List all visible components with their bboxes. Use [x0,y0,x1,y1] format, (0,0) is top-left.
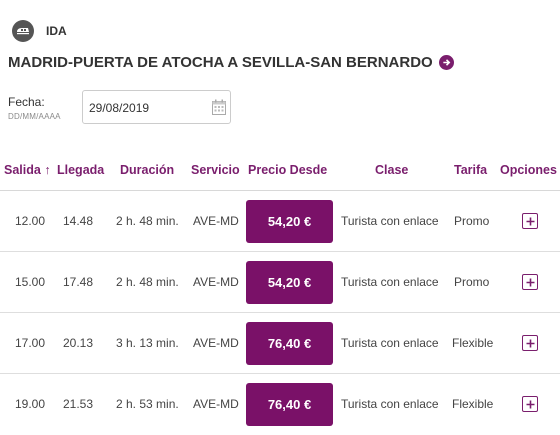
price-button[interactable]: 54,20 € [246,200,333,243]
arrow-right-circle-icon[interactable] [438,55,454,70]
table-row: 12.00 14.48 2 h. 48 min. AVE-MD 54,20 € … [0,191,560,252]
cell-servicio: AVE-MD [193,336,239,350]
route-title-text: MADRID-PUERTA DE ATOCHA A SEVILLA-SAN BE… [8,54,433,71]
table-row: 15.00 17.48 2 h. 48 min. AVE-MD 54,20 € … [0,252,560,313]
cell-llegada: 21.53 [63,397,94,411]
section-label: IDA [46,24,67,38]
plus-square-icon[interactable] [522,396,538,412]
cell-duracion: 2 h. 53 min. [116,397,179,411]
header-servicio[interactable]: Servicio [191,163,240,177]
cell-servicio: AVE-MD [193,275,239,289]
header-salida-label: Salida [4,163,41,177]
date-input[interactable]: 29/08/2019 [82,90,231,124]
cell-tarifa: Promo [454,214,490,228]
header-tarifa[interactable]: Tarifa [454,163,488,177]
header-clase[interactable]: Clase [375,163,409,177]
table-row: 17.00 20.13 3 h. 13 min. AVE-MD 76,40 € … [0,313,560,374]
cell-duracion: 2 h. 48 min. [116,275,179,289]
date-value: 29/08/2019 [89,101,150,115]
header-opciones[interactable]: Opciones [500,163,557,177]
row-divider [0,251,560,252]
cell-salida: 15.00 [15,275,46,289]
cell-clase: Turista con enlace [341,214,439,228]
cell-salida: 12.00 [15,214,46,228]
plus-square-icon[interactable] [522,213,538,229]
cell-llegada: 14.48 [63,214,94,228]
header-llegada[interactable]: Llegada [57,163,105,177]
cell-tarifa: Flexible [452,397,494,411]
train-icon [12,20,34,42]
header-divider [0,190,560,191]
price-button[interactable]: 76,40 € [246,322,333,365]
plus-square-icon[interactable] [522,274,538,290]
cell-tarifa: Promo [454,275,490,289]
price-button[interactable]: 54,20 € [246,261,333,304]
cell-clase: Turista con enlace [341,397,439,411]
date-format-hint: DD/MM/AAAA [8,112,61,121]
sort-arrow-up-icon: ↑ [44,163,51,177]
section-header: IDA [12,19,67,43]
plus-square-icon[interactable] [522,335,538,351]
header-salida[interactable]: Salida ↑ [4,163,51,177]
cell-clase: Turista con enlace [341,275,439,289]
header-duracion[interactable]: Duración [120,163,175,177]
cell-servicio: AVE-MD [193,214,239,228]
cell-llegada: 20.13 [63,336,94,350]
row-divider [0,373,560,374]
table-row: 19.00 21.53 2 h. 53 min. AVE-MD 76,40 € … [0,374,560,435]
cell-tarifa: Flexible [452,336,494,350]
cell-salida: 19.00 [15,397,46,411]
route-title: MADRID-PUERTA DE ATOCHA A SEVILLA-SAN BE… [8,54,454,71]
cell-clase: Turista con enlace [341,336,439,350]
cell-duracion: 2 h. 48 min. [116,214,179,228]
row-divider [0,312,560,313]
date-label: Fecha: [8,95,45,109]
cell-servicio: AVE-MD [193,397,239,411]
cell-llegada: 17.48 [63,275,94,289]
header-precio[interactable]: Precio Desde [248,163,328,177]
calendar-icon[interactable] [212,99,226,115]
cell-salida: 17.00 [15,336,46,350]
cell-duracion: 3 h. 13 min. [116,336,179,350]
price-button[interactable]: 76,40 € [246,383,333,426]
